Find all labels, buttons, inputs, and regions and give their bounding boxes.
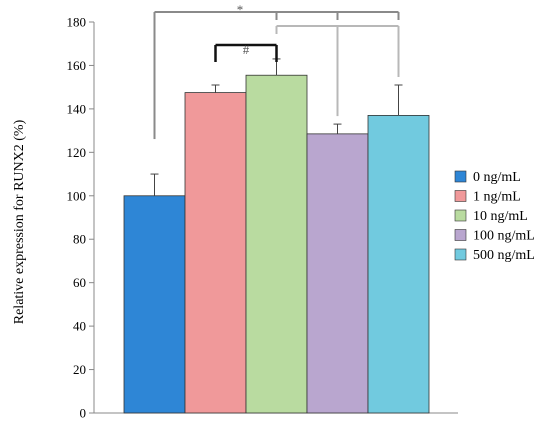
legend-label-3: 100 ng/mL [473,229,535,244]
legend-swatch-2 [454,209,467,222]
significance-brackets: *# [153,2,400,140]
y-tick-label: 160 [67,58,87,73]
y-axis: 0 20 40 60 80 100 120 140 160 180 [67,15,458,421]
legend-label-2: 10 ng/mL [473,209,528,224]
y-tick-label: 0 [80,406,87,421]
significance-label: # [243,42,250,57]
bar-4 [367,115,430,414]
bar-1 [184,92,247,414]
y-tick-label: 40 [73,319,86,334]
y-tick-label: 140 [67,101,87,116]
y-tick-label: 100 [67,188,87,203]
legend-swatch-1 [454,190,467,202]
legend-swatch-4 [454,248,467,261]
y-tick-label: 20 [73,362,86,377]
y-axis-title: Relative expression for RUNX2 (%) [12,119,27,324]
y-tick-label: 60 [73,275,86,290]
legend: 0 ng/mL 1 ng/mL 10 ng/mL 100 ng/mL 500 ng/mL [454,170,535,263]
legend-label-4: 500 ng/mL [473,248,535,263]
y-tick-label: 80 [73,232,86,247]
y-tick-label: 120 [67,145,87,160]
y-tick-label: 180 [67,15,87,30]
bars [123,74,430,414]
bar-0 [123,195,186,414]
legend-swatch-0 [454,170,467,183]
legend-label-0: 0 ng/mL [473,170,521,185]
significance-label: * [237,2,244,17]
legend-label-1: 1 ng/mL [473,190,521,205]
bar-3 [306,133,369,414]
legend-swatch-3 [454,229,467,241]
bar-2 [245,74,308,414]
